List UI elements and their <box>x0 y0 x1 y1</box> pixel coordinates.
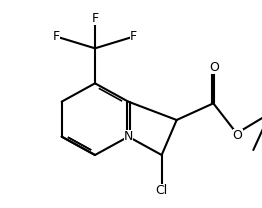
Text: F: F <box>130 30 137 43</box>
Text: Cl: Cl <box>156 183 168 197</box>
Text: F: F <box>53 30 60 43</box>
Text: F: F <box>91 12 99 25</box>
Text: O: O <box>233 129 243 142</box>
Text: N: N <box>124 130 133 143</box>
Text: O: O <box>209 61 219 74</box>
